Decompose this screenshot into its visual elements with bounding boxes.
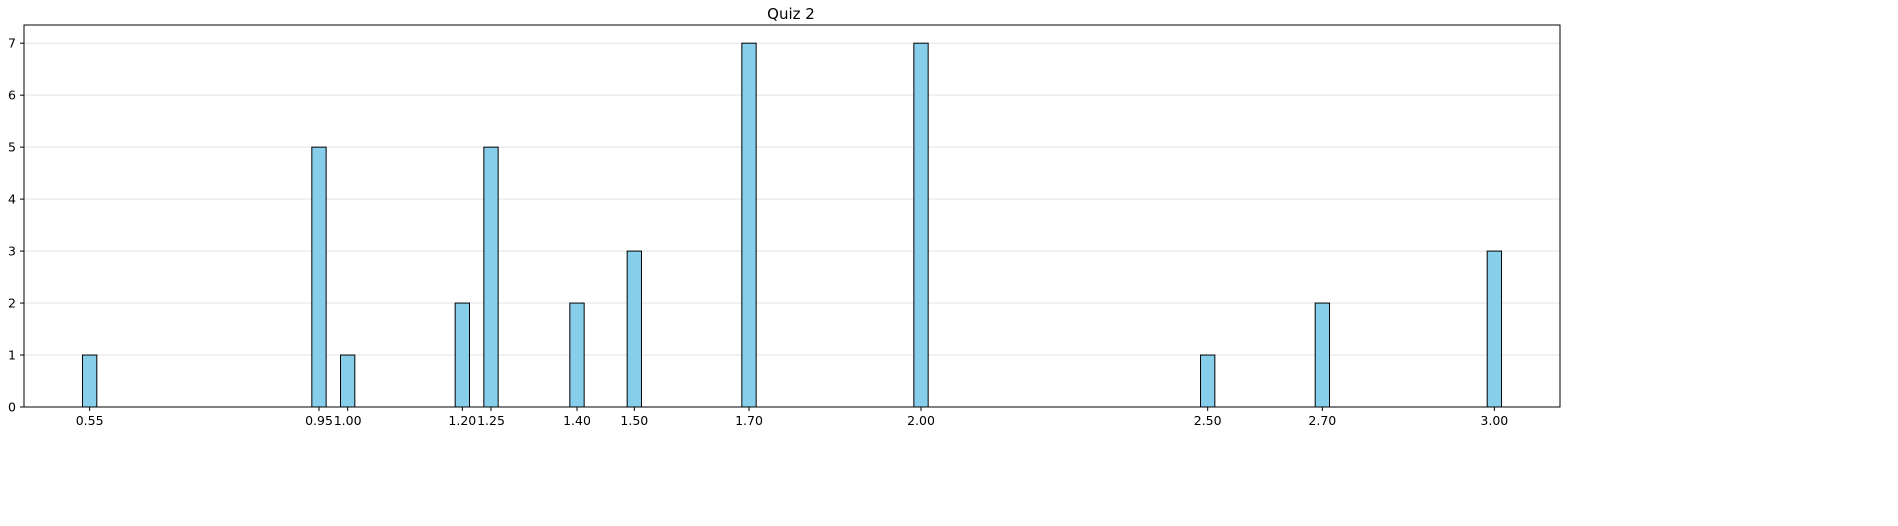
bar-1.25 (483, 146, 499, 408)
bars (81, 42, 1503, 408)
x-tick-label: 1.50 (620, 413, 648, 428)
bar-0.95 (311, 146, 327, 408)
x-tick-label: 2.00 (907, 413, 935, 428)
x-tick-label: 1.40 (563, 413, 591, 428)
x-tick-label: 3.00 (1480, 413, 1508, 428)
x-tick-label: 0.95 (305, 413, 333, 428)
bar-1.20 (454, 302, 470, 408)
x-tick-label: 1.25 (477, 413, 505, 428)
bar-3.00 (1486, 250, 1503, 408)
bar-0.55 (81, 354, 98, 408)
y-tick-label: 7 (8, 36, 16, 51)
y-axis: 0 1 2 3 4 5 6 7 (8, 36, 24, 415)
bar-2.00 (913, 42, 929, 408)
y-tick-label: 4 (8, 192, 16, 207)
bar-1.50 (626, 250, 642, 408)
x-tick-label: 1.00 (334, 413, 362, 428)
y-tick-label: 6 (8, 88, 16, 103)
bar-2.70 (1314, 302, 1331, 408)
axes-frame (23, 24, 1561, 408)
y-tick-label: 1 (8, 348, 16, 363)
x-axis: 0.55 0.95 1.00 1.20 1.25 1.40 1.50 1.70 2.00 2.50… (76, 407, 1508, 428)
bar-1.40 (569, 302, 585, 408)
x-tick-label: 1.20 (448, 413, 476, 428)
bar-2.50 (1200, 354, 1216, 408)
x-tick-label: 1.70 (735, 413, 763, 428)
y-tick-label: 3 (8, 244, 16, 259)
y-tick-label: 5 (8, 140, 16, 155)
y-tick-label: 2 (8, 296, 16, 311)
bar-1.70 (741, 42, 757, 408)
chart-title: Quiz 2 (767, 5, 815, 23)
x-tick-label: 2.70 (1308, 413, 1336, 428)
grid-lines (24, 42, 1560, 356)
x-tick-label: 2.50 (1194, 413, 1222, 428)
y-tick-label: 0 (8, 400, 16, 415)
x-tick-label: 0.55 (76, 413, 104, 428)
bar-1.00 (339, 354, 356, 408)
